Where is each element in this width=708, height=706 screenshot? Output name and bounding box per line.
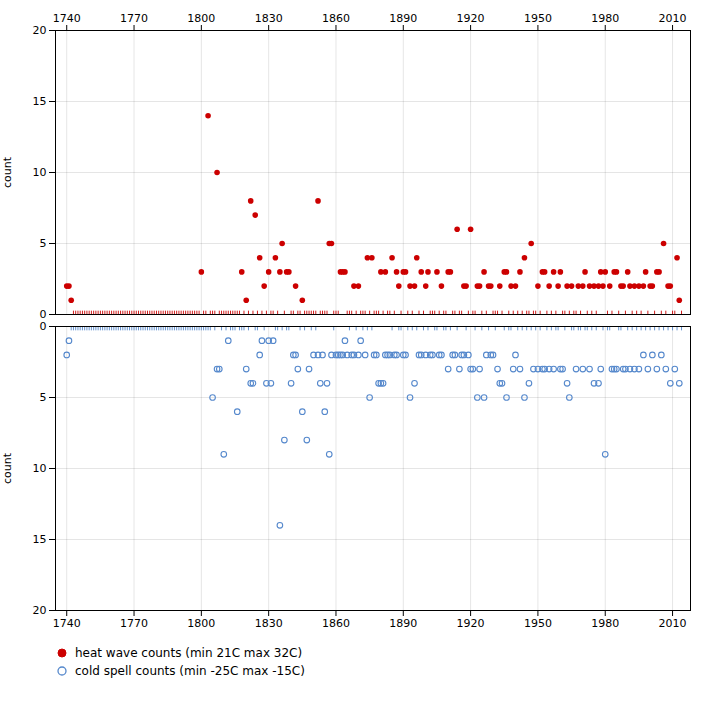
svg-text:1770: 1770 bbox=[120, 12, 148, 25]
svg-text:count: count bbox=[1, 452, 14, 484]
svg-text:1830: 1830 bbox=[255, 12, 283, 25]
svg-text:1800: 1800 bbox=[187, 12, 215, 25]
svg-text:15: 15 bbox=[33, 533, 47, 546]
svg-text:count: count bbox=[1, 156, 14, 188]
svg-text:1950: 1950 bbox=[524, 12, 552, 25]
html-text:heat wave counts (min 21C max: heat wave counts (min 21C max 32C) bbox=[75, 646, 303, 660]
svg-text:0: 0 bbox=[40, 320, 47, 333]
svg-text:0: 0 bbox=[40, 308, 47, 320]
svg-text:1770: 1770 bbox=[120, 617, 148, 630]
svg-text:1890: 1890 bbox=[389, 12, 417, 25]
svg-text:15: 15 bbox=[33, 95, 47, 108]
svg-text:20: 20 bbox=[33, 24, 47, 37]
svg-text:1980: 1980 bbox=[591, 617, 619, 630]
svg-text:1920: 1920 bbox=[457, 617, 485, 630]
svg-text:1890: 1890 bbox=[389, 617, 417, 630]
svg-text:1860: 1860 bbox=[322, 617, 350, 630]
svg-text:5: 5 bbox=[40, 391, 47, 404]
svg-text:10: 10 bbox=[33, 462, 47, 475]
svg-text:1800: 1800 bbox=[187, 617, 215, 630]
svg-text:5: 5 bbox=[40, 237, 47, 250]
svg-text:2010: 2010 bbox=[659, 617, 687, 630]
svg-text:1830: 1830 bbox=[255, 617, 283, 630]
svg-text:1740: 1740 bbox=[53, 617, 81, 630]
svg-text:1950: 1950 bbox=[524, 617, 552, 630]
svg-text:10: 10 bbox=[33, 166, 47, 179]
html-text:cold spell counts (min -25C ma: cold spell counts (min -25C max -15C) bbox=[75, 664, 305, 678]
svg-text:1980: 1980 bbox=[591, 12, 619, 25]
svg-text:2010: 2010 bbox=[659, 12, 687, 25]
svg-text:1860: 1860 bbox=[322, 12, 350, 25]
svg-text:20: 20 bbox=[33, 604, 47, 617]
svg-text:1920: 1920 bbox=[457, 12, 485, 25]
svg-text:1740: 1740 bbox=[53, 12, 81, 25]
